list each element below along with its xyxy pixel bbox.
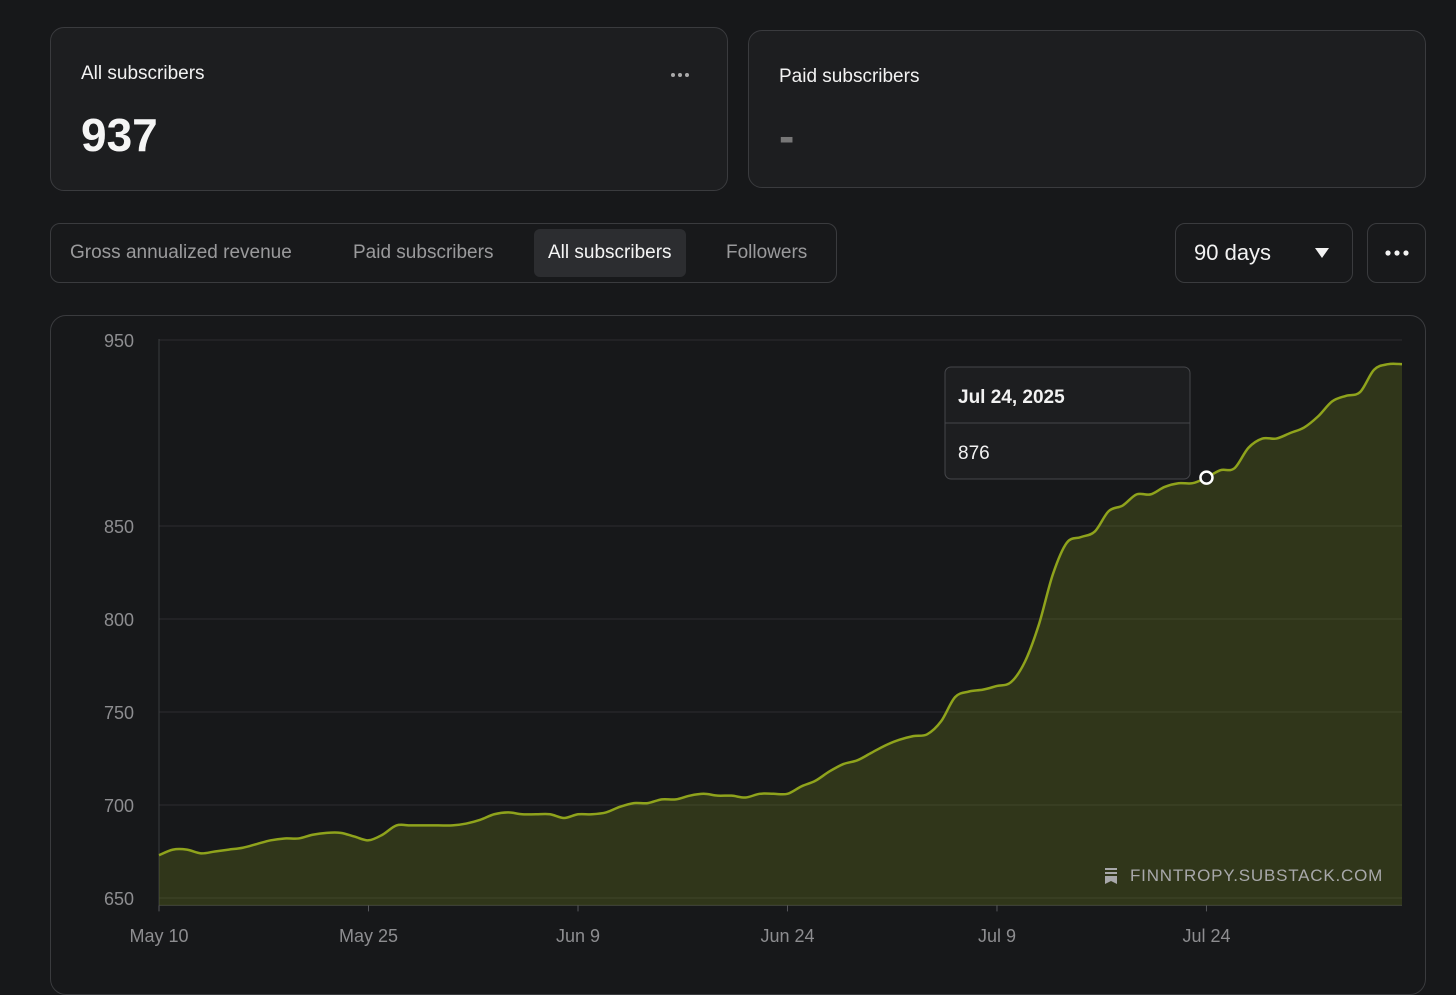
y-tick-label: 700 — [104, 796, 134, 816]
tooltip-value: 876 — [958, 443, 990, 464]
dashboard: All subscribers 937 Paid subscribers - G… — [50, 27, 1426, 995]
y-tick-label: 650 — [104, 889, 134, 909]
x-tick-label: May 10 — [129, 926, 188, 946]
card-label: Paid subscribers — [779, 66, 920, 87]
x-tick-label: Jun 9 — [556, 926, 600, 946]
range-select[interactable]: 90 days — [1175, 223, 1353, 283]
x-tick-label: Jun 24 — [760, 926, 814, 946]
tab[interactable]: All subscribers — [534, 229, 686, 277]
tab[interactable]: Paid subscribers — [353, 242, 494, 263]
range-label: 90 days — [1194, 240, 1272, 265]
stat-card: All subscribers 937 — [50, 27, 728, 191]
card-value: - — [779, 110, 795, 162]
x-tick-label: Jul 9 — [978, 926, 1016, 946]
line — [158, 362, 1403, 857]
tooltip: Jul 24, 2025 876 — [944, 366, 1191, 480]
more-icon[interactable] — [669, 70, 693, 80]
more-button[interactable] — [1367, 223, 1426, 283]
x-tick-label: May 25 — [339, 926, 398, 946]
tooltip-date: Jul 24, 2025 — [958, 387, 1065, 408]
card-label: All subscribers — [81, 63, 205, 84]
card-value: 937 — [81, 109, 158, 161]
y-tick-label: 800 — [104, 610, 134, 630]
y-tick-label: 950 — [104, 331, 134, 351]
hover-point — [1199, 470, 1214, 485]
tab[interactable]: Followers — [726, 242, 808, 263]
area-fill — [159, 363, 1402, 906]
tab[interactable]: Gross annualized revenue — [70, 242, 292, 263]
watermark: FINNTROPY.SUBSTACK.COM — [1105, 866, 1383, 885]
page: Subscribers dashboard {"cards": [{"label… — [50, 27, 1426, 995]
y-tick-label: 750 — [104, 703, 134, 723]
watermark-text: FINNTROPY.SUBSTACK.COM — [1130, 866, 1383, 885]
tab-bar: Gross annualized revenue Paid subscriber… — [50, 223, 837, 283]
dropdown-arrow — [1315, 248, 1329, 258]
more-icon — [1385, 250, 1409, 256]
watermark-icon — [1105, 868, 1117, 884]
y-tick-label: 850 — [104, 517, 134, 537]
chart: 650 700 750 800 850 950 May 10 May 25 Jun 9 Jun 2… — [104, 331, 1403, 946]
stat-card: Paid subscribers - — [748, 30, 1426, 188]
x-tick-label: Jul 24 — [1182, 926, 1230, 946]
